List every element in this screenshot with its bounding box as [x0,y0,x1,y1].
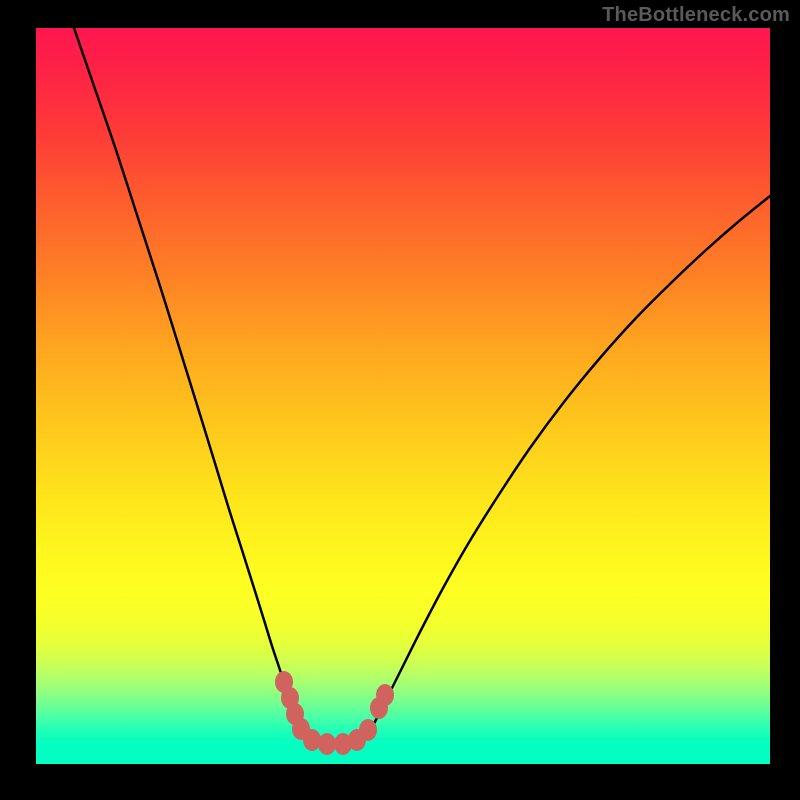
gradient-background [36,28,770,764]
curve-marker [303,729,321,751]
chart-frame: TheBottleneck.com [0,0,800,800]
curve-marker [376,684,394,706]
curve-marker [359,719,377,741]
curve-marker [318,733,336,755]
watermark-text: TheBottleneck.com [602,4,790,27]
chart-svg [36,28,770,764]
chart-plot-area [36,28,770,764]
